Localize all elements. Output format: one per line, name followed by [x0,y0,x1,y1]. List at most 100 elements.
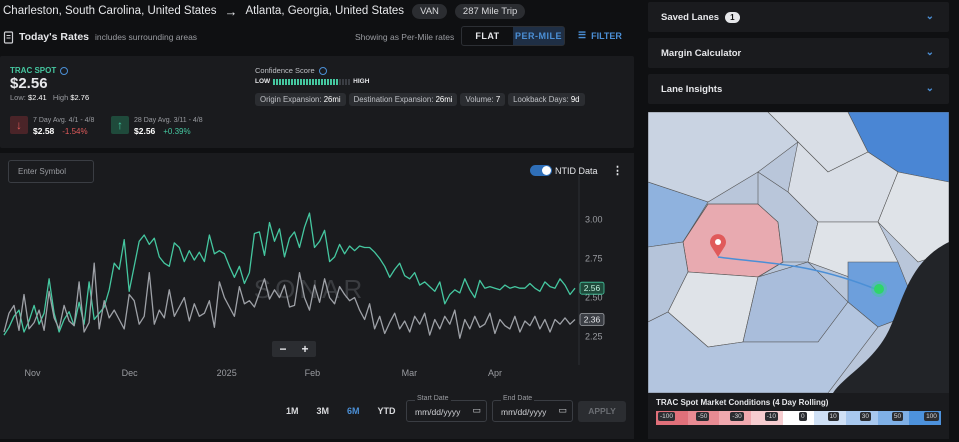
confidence-segment [306,78,309,85]
filter-label: FILTER [591,30,622,41]
zoom-in-button[interactable]: + [301,342,309,356]
route-origin: Charleston, South Carolina, United State… [3,5,217,17]
x-tick-label: Mar [402,368,418,378]
range-buttons: 1M 3M 6M YTD [286,406,396,416]
sliders-icon: ☰ [578,30,587,40]
kebab-menu-icon[interactable]: ⋮ [612,165,623,177]
saved-lanes-label: Saved Lanes [661,11,720,23]
map-region [648,301,879,393]
confidence-segment [324,78,327,85]
confidence-segment [288,78,291,85]
zoom-out-button[interactable]: − [279,342,287,356]
chevron-down-icon: ⌄ [925,47,934,58]
arrow-down-icon: ↓ [10,116,28,134]
end-date-input[interactable]: End Date mm/dd/yyyy ▭ [492,395,573,422]
lane-insights-accordion[interactable]: Lane Insights ⌄ [648,74,949,104]
route-destination: Atlanta, Georgia, United States [245,5,405,17]
confidence-segment [291,78,294,85]
confidence-segment [333,78,336,85]
filter-button[interactable]: ☰ FILTER [578,30,622,41]
chevron-down-icon: ⌄ [925,83,934,94]
info-icon[interactable] [60,66,69,75]
lane-map[interactable] [648,112,949,393]
confidence-segment [282,78,285,85]
avg28-label: 28 Day Avg. 3/11 - 4/8 [134,117,203,124]
start-date-input[interactable]: Start Date mm/dd/yyyy ▭ [406,395,487,422]
ntid-label: NTID Data [555,166,598,176]
confidence-segment [294,78,297,85]
avg28-value: $2.56 [134,126,156,136]
range-3m-button[interactable]: 3M [316,406,330,416]
confidence-segment [315,78,318,85]
confidence-segment [273,78,276,85]
origin-pin-icon[interactable] [710,234,726,257]
x-tick-label: Nov [25,368,42,378]
per-mile-button[interactable]: PER-MILE [513,27,564,45]
y-tick-label: 3.00 [585,214,603,224]
flat-button[interactable]: FLAT [475,31,500,41]
map-legend: TRAC Spot Market Conditions (4 Day Rolli… [648,393,949,439]
margin-label: Margin Calculator [661,47,742,59]
confidence-segment [348,78,351,85]
calendar-icon[interactable]: ▭ [472,405,481,415]
ntid-toggle[interactable] [530,165,552,176]
insights-label: Lane Insights [661,83,723,95]
saved-lanes-accordion[interactable]: Saved Lanes 1 ⌄ [648,2,949,32]
x-tick-label: Dec [122,368,139,378]
confidence-low: LOW [255,78,271,85]
ntid-series-line [3,262,576,339]
y-tick-label: 2.75 [585,253,603,263]
margin-calculator-accordion[interactable]: Margin Calculator ⌄ [648,38,949,68]
symbol-input[interactable]: Enter Symbol [8,160,94,183]
rate-mode-toggle: FLAT PER-MILE [461,26,565,46]
x-tick-label: Feb [305,368,321,378]
avg7-label: 7 Day Avg. 4/1 - 4/8 [33,117,95,124]
last-value-label: 2.36 [584,314,601,324]
y-tick-label: 2.50 [585,293,603,303]
lookback-chip: Lookback Days: 9d [508,93,585,106]
confidence-meter [273,78,351,85]
volume-chip: Volume: 7 [460,93,506,106]
destination-pin-icon[interactable] [871,281,887,297]
showing-text: Showing as Per-Mile rates [355,32,455,42]
map-region [757,171,819,263]
confidence-segment [279,78,282,85]
origin-chip: Origin Expansion: 26mi [255,93,346,106]
ocean [833,242,949,393]
confidence-segment [321,78,324,85]
low-label: Low: [10,93,26,102]
avg28-block: ↑ 28 Day Avg. 3/11 - 4/8 $2.56 +0.39% [111,116,203,138]
rates-title: Today's Rates [19,31,89,43]
avg28-change: +0.39% [163,127,191,136]
legend-label: -50 [695,412,710,421]
legend-title: TRAC Spot Market Conditions (4 Day Rolli… [656,398,829,407]
rate-chart: 3.00 2.75 2.50 2.25 Nov Dec 2025 Feb Mar Apr SONAR… [3,175,605,378]
range-6m-button[interactable]: 6M [347,406,360,416]
document-icon [3,30,14,44]
confidence-segment [309,78,312,85]
start-date-label: Start Date [415,395,451,402]
calendar-icon[interactable]: ▭ [558,405,567,415]
trip-badge: 287 Mile Trip [454,3,526,19]
low-value: $2.41 [27,93,47,102]
saved-count-badge: 1 [725,11,740,23]
apply-button[interactable]: APPLY [578,401,626,422]
legend-label: -10 [764,412,779,421]
route-bar: Charleston, South Carolina, United State… [0,0,640,22]
y-tick-label: 2.25 [585,332,603,342]
avg7-block: ↓ 7 Day Avg. 4/1 - 4/8 $2.58 -1.54% [10,116,94,138]
range-1m-button[interactable]: 1M [286,406,299,416]
chevron-down-icon: ⌄ [925,11,934,22]
confidence-segment [276,78,279,85]
info-icon[interactable] [318,66,327,75]
legend-label: 0 [798,412,807,421]
trac-spot-series-line [3,212,576,336]
confidence-segment [339,78,342,85]
confidence-segment [303,78,306,85]
avg7-change: -1.54% [62,127,88,136]
arrow-up-icon: ↑ [111,116,129,134]
range-ytd-button[interactable]: YTD [377,406,396,416]
confidence-segment [345,78,348,85]
legend-label: 10 [827,412,839,421]
high-value: $2.76 [70,93,90,102]
